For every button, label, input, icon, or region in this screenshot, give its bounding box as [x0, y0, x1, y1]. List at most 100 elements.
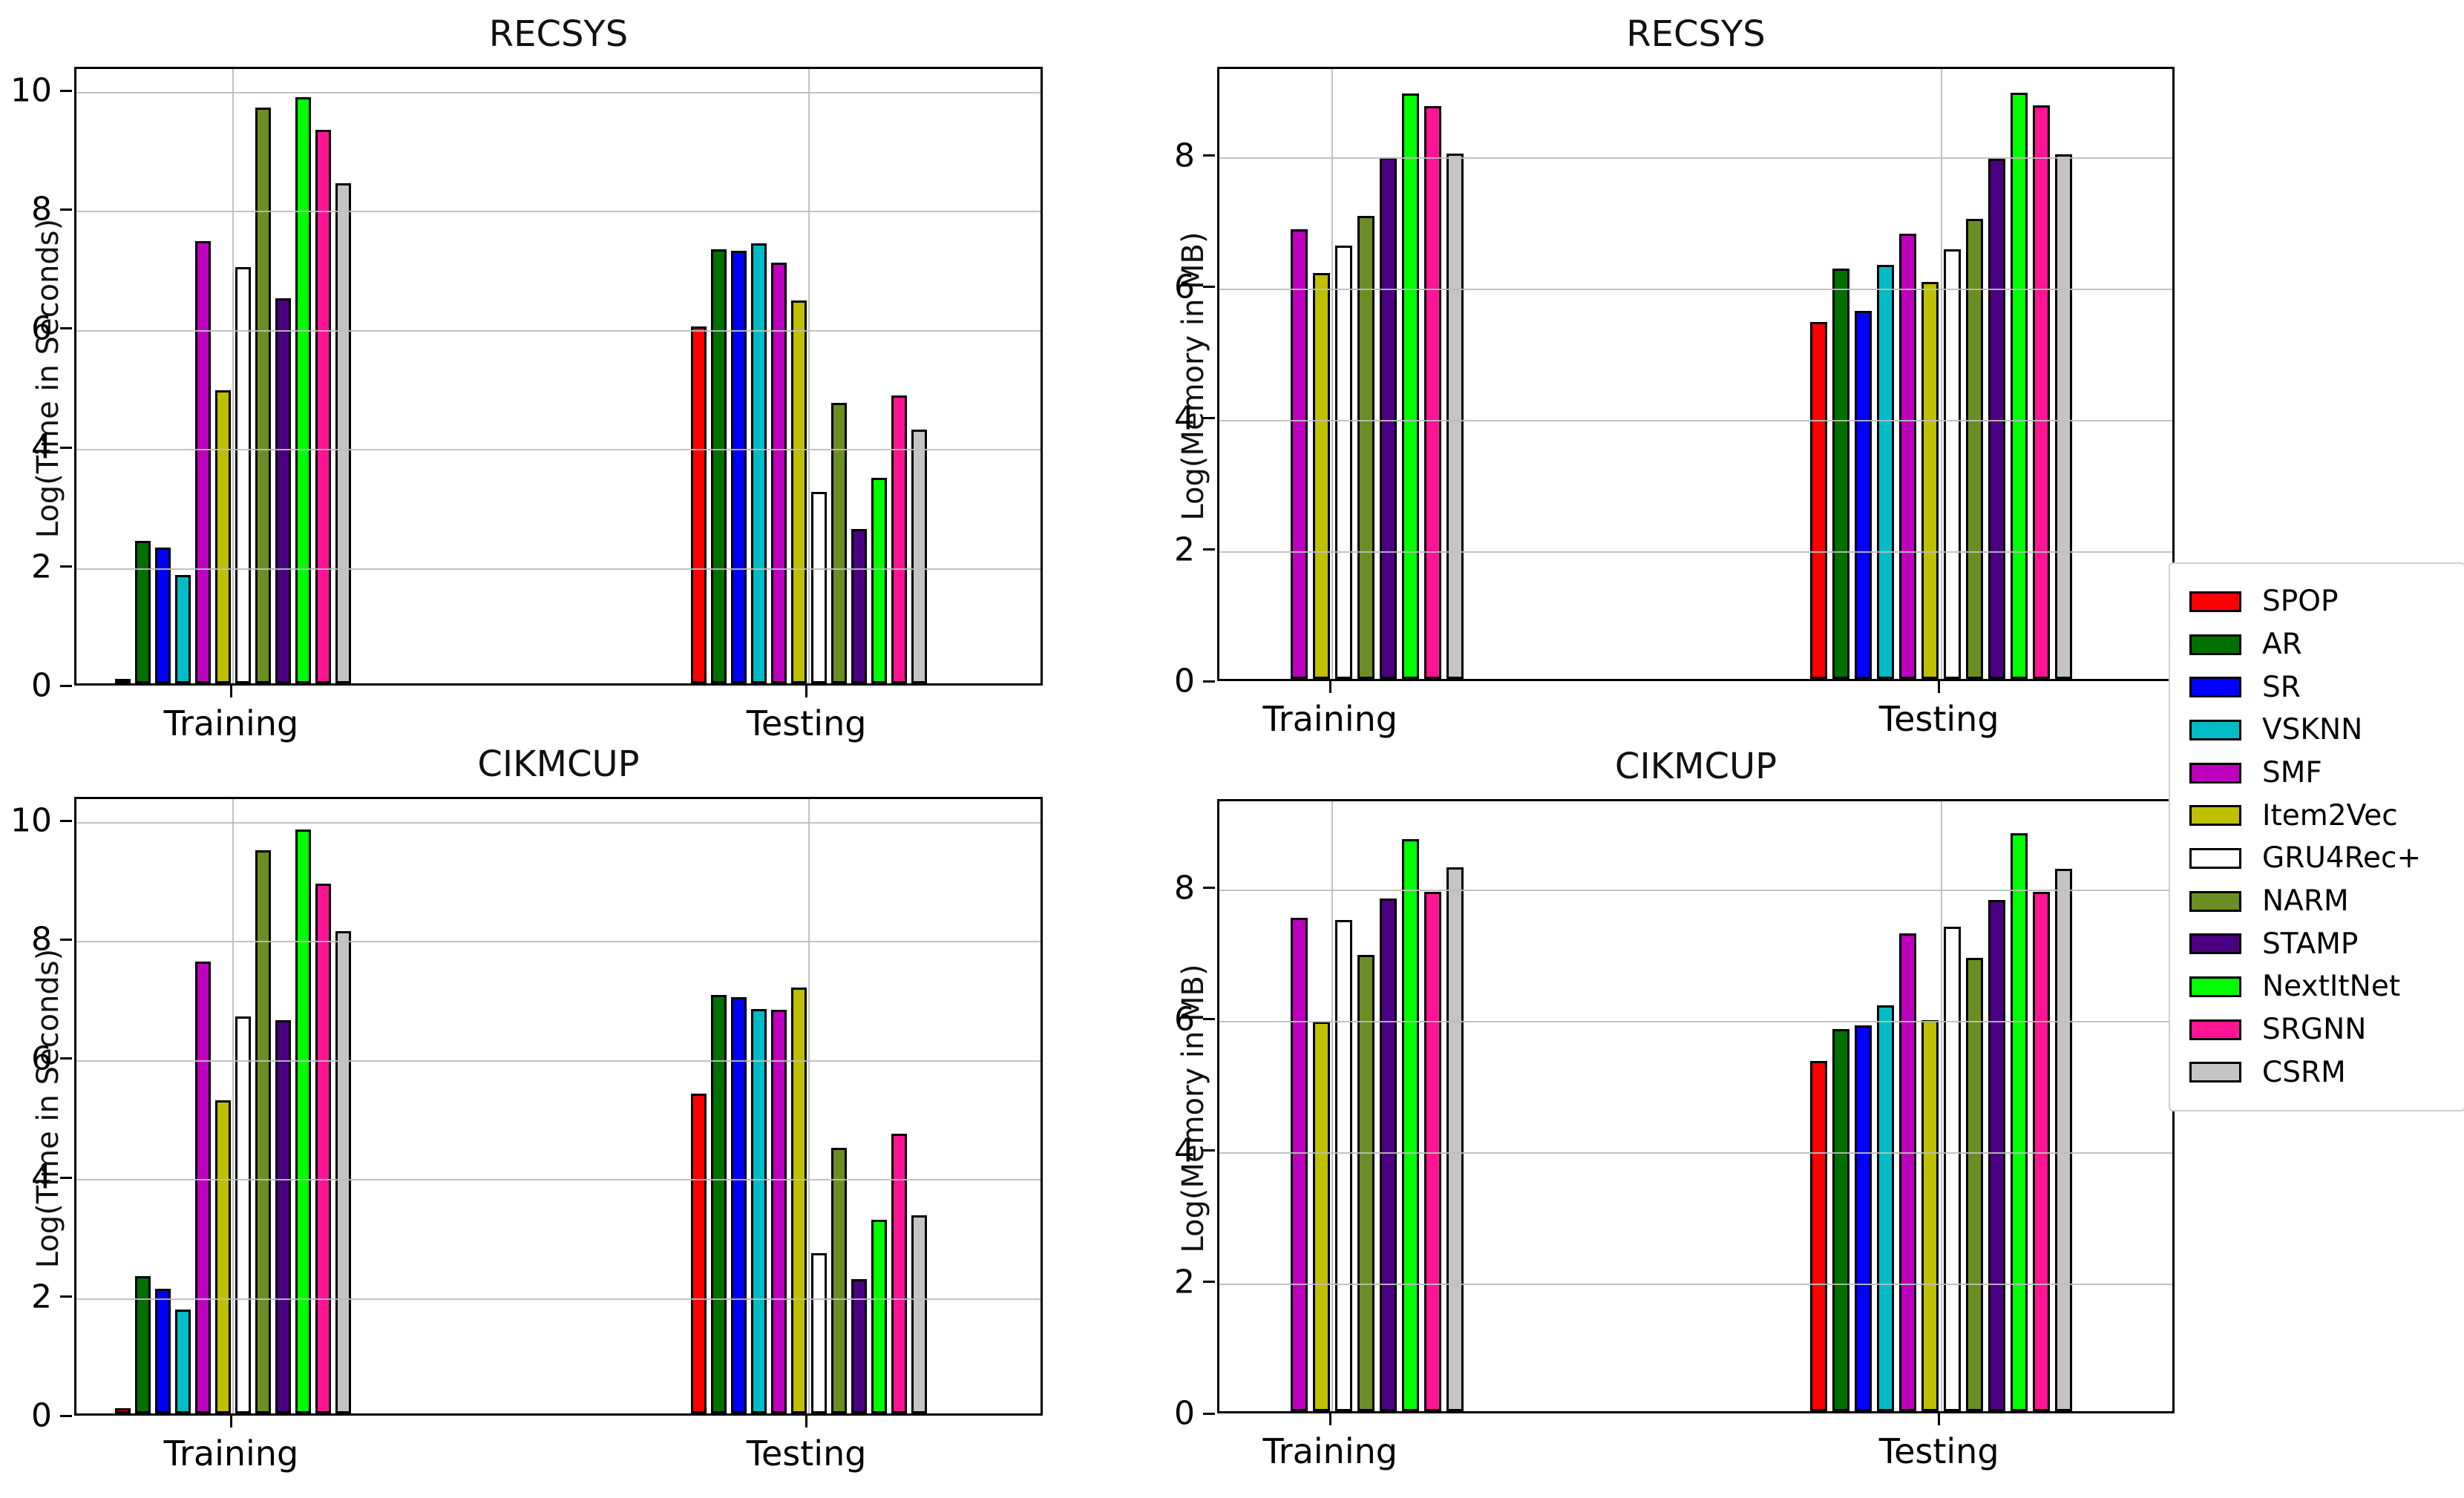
- gridline-vertical: [1940, 69, 1942, 679]
- x-tick-mark: [1938, 1413, 1941, 1425]
- y-tick-mark: [1203, 680, 1215, 683]
- legend-item: Item2Vec: [2189, 794, 2445, 837]
- plot-area: [74, 67, 1043, 686]
- bar-sr-training: [155, 1289, 171, 1413]
- bar-item2vec-training: [1312, 272, 1330, 679]
- y-tick-label: 8: [31, 190, 52, 229]
- y-tick-mark: [60, 446, 72, 449]
- plot-area: [1217, 799, 2175, 1413]
- bar-srgnn-training: [315, 884, 332, 1413]
- gridline-vertical: [232, 799, 235, 1413]
- y-tick-label: 0: [1174, 662, 1195, 700]
- bar-spop-training: [115, 1407, 131, 1413]
- bar-item2vec-training: [1312, 1021, 1330, 1411]
- legend-item: SMF: [2189, 752, 2445, 795]
- chart-title: RECSYS: [1626, 13, 1766, 55]
- bar-gru4rec-training: [235, 1016, 252, 1413]
- gridline-horizontal: [76, 329, 1041, 332]
- bar-stamp-training: [1379, 899, 1397, 1411]
- bar-stamp-testing: [1988, 900, 2006, 1411]
- y-axis-label: Log(Time in Seconds): [31, 218, 65, 539]
- bar-narm-testing: [1966, 219, 1984, 679]
- legend-swatch-icon: [2189, 762, 2241, 784]
- bar-nextitnet-testing: [871, 478, 887, 683]
- bar-csrm-testing: [911, 430, 927, 683]
- bar-srgnn-training: [1423, 105, 1441, 679]
- bar-narm-training: [1357, 954, 1374, 1411]
- x-tick-mark: [1328, 681, 1331, 693]
- bar-csrm-training: [1446, 154, 1464, 679]
- y-tick-mark: [60, 89, 72, 92]
- x-tick-mark: [1938, 681, 1941, 693]
- bar-vsknn-testing: [750, 1008, 767, 1413]
- gridline-horizontal: [76, 1298, 1041, 1300]
- legend-swatch-icon: [2189, 890, 2241, 912]
- bar-ar-testing: [1832, 268, 1850, 679]
- bar-spop-testing: [690, 326, 707, 683]
- bar-vsknn-training: [175, 1310, 191, 1413]
- bar-vsknn-testing: [750, 243, 767, 683]
- y-axis-label: Log(Time in Seconds): [31, 948, 65, 1269]
- bar-stamp-testing: [851, 1278, 867, 1413]
- gridline-vertical: [1940, 801, 1942, 1411]
- legend-item: VSKNN: [2189, 709, 2445, 752]
- legend-item: NextItNet: [2189, 965, 2445, 1008]
- x-tick-label: Training: [163, 703, 299, 743]
- legend-item: NARM: [2189, 880, 2445, 923]
- bar-narm-training: [1357, 215, 1374, 679]
- bar-narm-testing: [1966, 957, 1984, 1411]
- gridline-horizontal: [1219, 1283, 2172, 1285]
- legend-label: NARM: [2262, 884, 2349, 919]
- y-tick-mark: [1203, 154, 1215, 157]
- bar-csrm-training: [335, 931, 352, 1413]
- gridline-horizontal: [1219, 157, 2172, 159]
- bar-item2vec-training: [215, 1100, 232, 1413]
- gridline-vertical: [1331, 69, 1334, 679]
- y-tick-label: 6: [31, 1039, 52, 1078]
- chart-title: RECSYS: [488, 13, 629, 55]
- gridline-horizontal: [1219, 889, 2172, 891]
- y-tick-label: 6: [1174, 268, 1195, 306]
- bar-stamp-testing: [851, 528, 867, 683]
- y-tick-mark: [1203, 548, 1215, 551]
- bar-sr-testing: [730, 996, 747, 1413]
- chart-title: CIKMCUP: [477, 743, 640, 785]
- subplot-recsys-time: RECSYS Log(Time in Seconds) 0 2 4 6 8 10 Train…: [10, 13, 1043, 743]
- legend-label: SRGNN: [2262, 1013, 2367, 1047]
- y-axis-label: Log(Memory in MB): [1176, 231, 1210, 521]
- gridline-vertical: [1331, 801, 1334, 1411]
- x-tick-mark: [229, 686, 232, 697]
- y-tick-label: 8: [1174, 137, 1195, 175]
- y-tick-label: 0: [31, 1396, 52, 1435]
- gridline-horizontal: [76, 211, 1041, 213]
- gridline-horizontal: [76, 1060, 1041, 1062]
- gridline-horizontal: [1219, 419, 2172, 421]
- chart-title: CIKMCUP: [1614, 746, 1777, 787]
- bar-stamp-testing: [1988, 158, 2006, 679]
- subplot-cikmcup-time: CIKMCUP Log(Time in Seconds) 0 2 4 6 8 10 Trai…: [10, 743, 1043, 1474]
- legend-swatch-icon: [2189, 847, 2241, 869]
- legend-label: GRU4Rec+: [2262, 841, 2422, 876]
- gridline-vertical: [232, 69, 235, 683]
- x-tick-mark: [805, 1416, 808, 1428]
- y-tick-mark: [60, 1295, 72, 1298]
- y-tick-mark: [1203, 887, 1215, 890]
- y-tick-mark: [60, 1414, 72, 1417]
- y-tick-mark: [60, 1176, 72, 1179]
- y-tick-label: 10: [10, 71, 52, 110]
- bar-ar-testing: [710, 995, 727, 1413]
- y-tick-label: 4: [1174, 1131, 1195, 1170]
- bar-smf-training: [195, 241, 212, 683]
- legend: SPOP AR SR VSKNN SMF Item2Vec GRU4Rec+ NARM STAM…: [2169, 562, 2464, 1111]
- bar-nextitnet-training: [1401, 93, 1419, 679]
- bar-item2vec-training: [215, 390, 232, 683]
- legend-item: SPOP: [2189, 580, 2445, 623]
- legend-item: AR: [2189, 623, 2445, 666]
- bar-nextitnet-testing: [2011, 832, 2028, 1411]
- y-tick-mark: [60, 1057, 72, 1060]
- bar-stamp-training: [275, 298, 292, 683]
- y-tick-label: 8: [31, 920, 52, 959]
- y-tick-label: 0: [1174, 1394, 1195, 1433]
- bar-stamp-training: [1379, 157, 1397, 679]
